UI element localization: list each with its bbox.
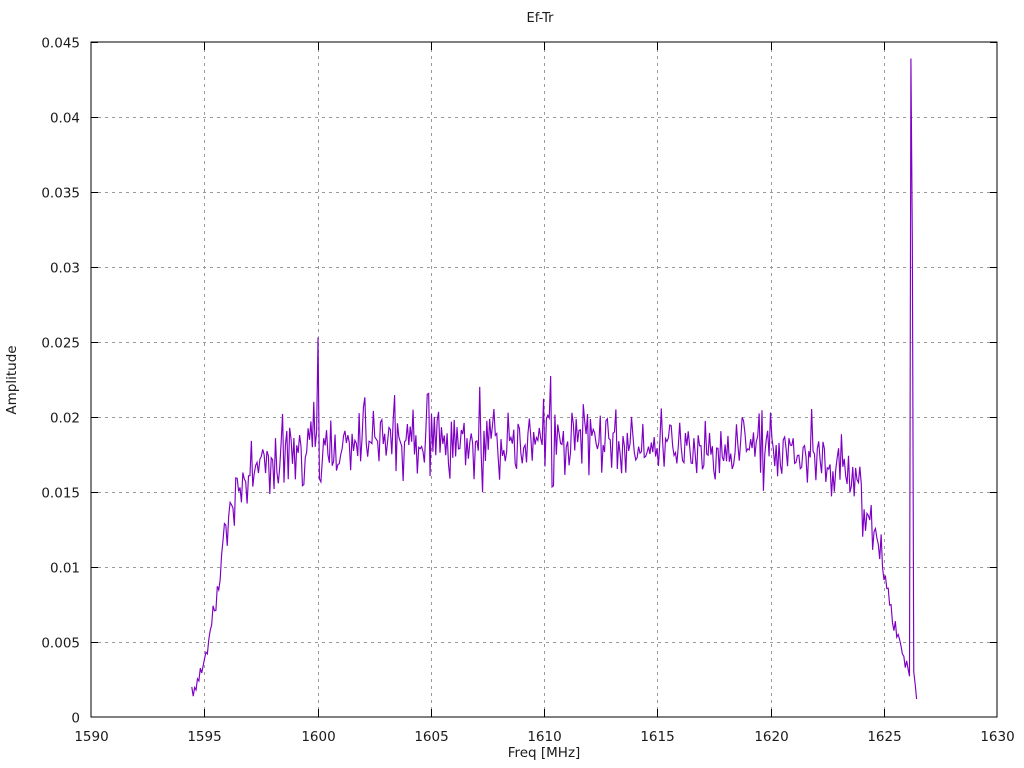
y-tick-label: 0.045 [41, 36, 80, 52]
x-tick-label: 1630 [980, 729, 1014, 745]
data-series-group [191, 58, 918, 700]
series-line-ef-tr [191, 58, 918, 700]
x-tick-label: 1615 [640, 729, 674, 745]
grid-lines [91, 42, 997, 717]
y-tick-label: 0.035 [41, 186, 80, 202]
x-tick-label: 1620 [754, 729, 788, 745]
y-tick-label: 0.015 [41, 486, 80, 502]
y-tick-label: 0.02 [50, 411, 80, 427]
x-axis-ticks: 1590 1595 1600 1605 1610 1615 1620 1625 1630 [74, 42, 1015, 745]
x-tick-label: 1590 [74, 729, 108, 745]
x-tick-label: 1625 [867, 729, 901, 745]
y-tick-label: 0.03 [50, 261, 80, 277]
x-tick-label: 1595 [187, 729, 221, 745]
y-tick-label: 0.04 [50, 111, 80, 127]
y-tick-label: 0 [71, 711, 80, 727]
y-axis-ticks: 0 0.005 0.01 0.015 0.02 0.025 0.03 0.035 0.04 0.0… [41, 36, 997, 727]
x-tick-label: 1610 [527, 729, 561, 745]
chart-title: Ef-Tr [527, 11, 555, 26]
y-tick-label: 0.005 [41, 636, 80, 652]
y-tick-label: 0.025 [41, 336, 80, 352]
y-tick-label: 0.01 [50, 561, 80, 577]
x-tick-label: 1600 [301, 729, 335, 745]
x-axis-label: Freq [MHz] [508, 745, 581, 761]
x-tick-label: 1605 [414, 729, 448, 745]
plot-frame [90, 41, 998, 718]
y-axis-label: Amplitude [4, 345, 20, 414]
